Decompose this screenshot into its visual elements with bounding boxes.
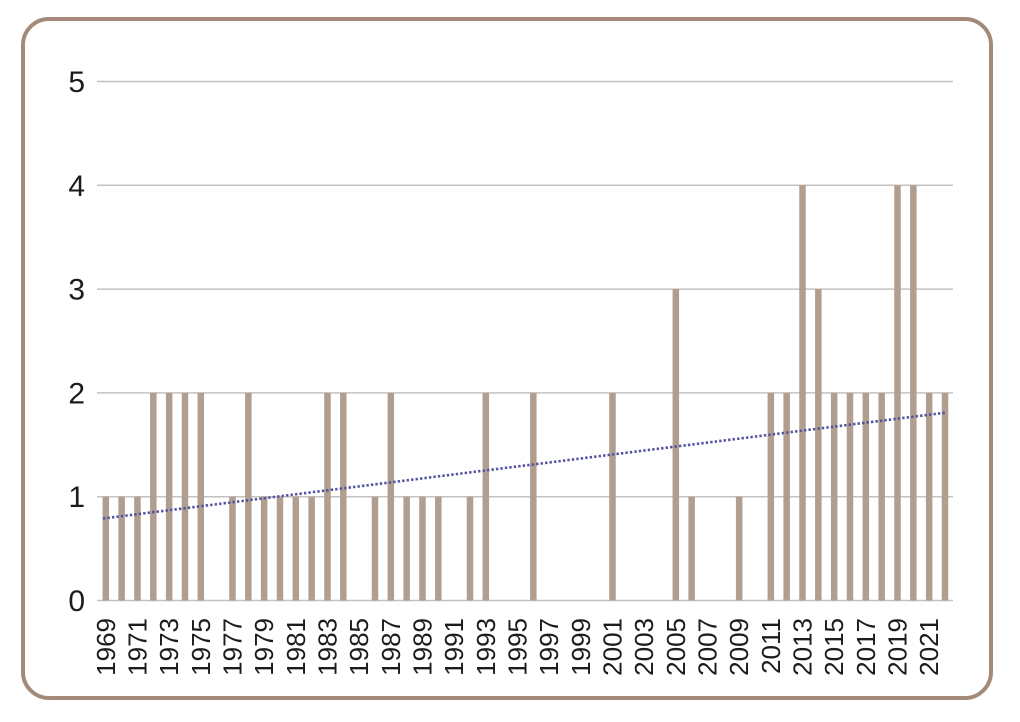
x-tick-label-1981: 1981 [281,618,311,676]
bar-1984 [340,392,347,601]
x-tick-label-1973: 1973 [154,618,184,676]
x-tick-label-2017: 2017 [851,618,881,676]
x-tick-label-1997: 1997 [534,618,564,676]
bar-1983 [324,392,331,601]
bar-2014 [815,289,822,601]
bar-2018 [878,392,885,601]
bar-2013 [799,185,806,601]
x-tick-label-2011: 2011 [756,618,786,674]
bar-1973 [165,392,173,601]
y-tick-label-5: 5 [68,66,85,99]
x-tick-label-1989: 1989 [407,618,437,676]
bar-2006 [688,496,695,601]
x-tick-label-1995: 1995 [502,618,532,676]
x-tick-label-2005: 2005 [661,618,691,676]
x-tick-label-2013: 2013 [788,618,818,676]
y-tick-label-2: 2 [68,377,85,410]
y-tick-label-3: 3 [68,274,85,307]
x-tick-label-1987: 1987 [376,618,406,676]
x-tick-label-1999: 1999 [566,618,596,676]
y-tick-label-4: 4 [68,170,85,203]
x-tick-label-2001: 2001 [597,618,627,676]
bar-2017 [862,392,870,601]
bar-1970 [118,496,125,601]
bar-1996 [530,392,537,601]
bar-2011 [767,392,775,601]
x-tick-label-1993: 1993 [471,618,501,676]
bar-1993 [482,392,490,601]
x-tick-label-1975: 1975 [186,618,216,676]
x-tick-label-2007: 2007 [692,618,722,676]
bar-2009 [735,496,743,601]
bar-1989 [419,496,426,601]
bar-2012 [783,392,790,601]
bar-2005 [672,289,680,601]
bar-1977 [229,496,236,601]
x-tick-label-2015: 2015 [819,618,849,676]
bar-1971 [134,496,141,601]
y-tick-label-1: 1 [68,481,85,514]
bar-2022 [941,392,949,601]
x-tick-label-2009: 2009 [724,618,754,676]
bar-1981 [292,496,300,601]
x-tick-label-2021: 2021 [914,618,944,676]
bar-1975 [197,392,205,601]
x-tick-label-2003: 2003 [629,618,659,676]
bar-2020 [910,185,917,601]
bar-2021 [925,392,933,601]
bar-1992 [466,496,474,601]
x-tick-label-1985: 1985 [344,618,374,676]
bar-1988 [403,496,410,601]
bar-1978 [245,392,252,601]
bar-1987 [387,392,395,601]
x-tick-label-1971: 1971 [122,618,152,676]
x-tick-label-1991: 1991 [439,618,469,676]
x-tick-label-1977: 1977 [217,618,247,676]
bar-1982 [308,496,315,601]
bar-1990 [435,496,442,601]
x-tick-label-1969: 1969 [91,618,121,676]
y-tick-label-0: 0 [68,585,85,618]
trendline [102,411,947,520]
bar-1969 [102,496,110,601]
bar-1986 [371,496,379,601]
x-tick-label-1983: 1983 [312,618,342,676]
bar-1972 [150,392,157,601]
x-tick-label-2019: 2019 [883,618,913,676]
x-tick-label-1979: 1979 [249,618,279,676]
bar-2015 [830,392,838,601]
bar-1980 [276,496,284,601]
bar-2019 [894,185,901,601]
bar-1974 [181,392,189,601]
bar-2016 [846,392,854,601]
bar-1979 [260,496,268,601]
bar-2001 [609,392,616,601]
